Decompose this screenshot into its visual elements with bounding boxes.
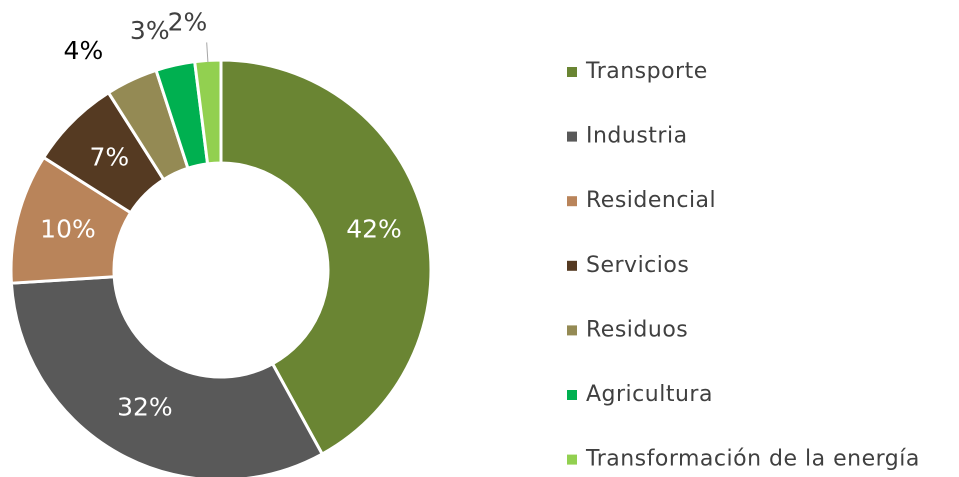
legend-label: Industria <box>586 124 688 149</box>
legend-swatch <box>567 196 577 207</box>
data-label: 2% <box>168 7 208 36</box>
legend-label: Transformación de la energía <box>585 447 920 472</box>
legend-label: Agricultura <box>586 382 713 407</box>
data-label: 10% <box>40 215 96 244</box>
data-label: 7% <box>89 142 129 171</box>
legend-swatch <box>567 131 577 142</box>
legend-label: Transporte <box>585 59 708 84</box>
legend-label: Servicios <box>586 253 689 278</box>
legend-swatch <box>567 260 577 271</box>
legend-swatch <box>567 390 577 400</box>
donut-slice <box>193 58 223 166</box>
legend-swatch <box>567 454 577 465</box>
legend-swatch <box>567 325 577 336</box>
donut-slice <box>9 275 325 477</box>
data-label: 32% <box>117 392 173 421</box>
data-label: 3% <box>130 16 170 45</box>
data-label: 4% <box>64 36 104 65</box>
leader-line <box>206 42 209 63</box>
legend-label: Residencial <box>586 188 716 213</box>
data-label: 42% <box>346 215 402 244</box>
donut-slice <box>219 58 433 457</box>
legend-swatch <box>567 67 577 77</box>
legend-label: Residuos <box>586 317 688 342</box>
